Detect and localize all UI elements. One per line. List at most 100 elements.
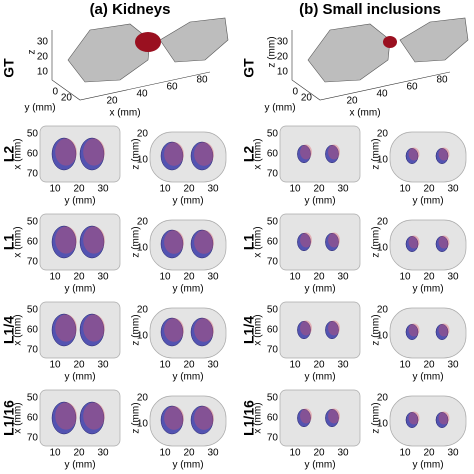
tick-label: 10: [399, 360, 411, 371]
tick-label: 10: [289, 184, 301, 195]
tick-label: 10: [159, 272, 171, 283]
tick-label: 70: [267, 169, 279, 180]
axis-label: x (mm): [13, 226, 24, 257]
reconstruction-blob: [79, 313, 105, 347]
tick-label: 30: [447, 272, 459, 283]
reconstruction-blob: [325, 144, 339, 164]
tick-label: 10: [137, 419, 149, 430]
tick-label: 10: [159, 360, 171, 371]
tick-label: 50: [27, 129, 39, 140]
axis-label: y (mm): [64, 460, 95, 471]
tick-label: 70: [27, 345, 39, 356]
x-label: x (mm): [109, 108, 140, 119]
tick-label: 10: [289, 272, 301, 283]
reconstruction-blob: [405, 412, 419, 428]
tick-label: 30: [337, 184, 349, 195]
tick-label: 10: [289, 360, 301, 371]
tick-label: 60: [267, 237, 279, 248]
axis-label: y (mm): [64, 372, 95, 383]
z-tick-label: 20: [277, 52, 289, 63]
row-label: GT: [241, 58, 257, 78]
tick-label: 10: [377, 419, 389, 430]
axis-label: z (mm): [131, 402, 142, 433]
axis-label: x (mm): [253, 138, 264, 169]
x-tick-label: 80: [436, 75, 448, 86]
reconstruction-blob: [405, 236, 419, 252]
reconstruction-blob: [297, 144, 311, 164]
reconstruction-blob: [79, 401, 105, 435]
reconstruction-blob: [160, 317, 184, 347]
tick-label: 50: [27, 217, 39, 228]
tick-label: 30: [207, 360, 219, 371]
body-volume: [279, 213, 361, 271]
tick-label: 30: [97, 184, 109, 195]
tick-label: 10: [399, 184, 411, 195]
tick-label: 20: [377, 217, 389, 228]
reconstruction-blob: [325, 408, 339, 428]
reconstruction-blob: [435, 148, 449, 164]
x-tick-label: 20: [346, 96, 358, 107]
ground-truth-blob: [328, 408, 340, 424]
tick-label: 10: [377, 243, 389, 254]
tick-label: 50: [27, 393, 39, 404]
gt-inclusion: [135, 32, 161, 52]
axis-label: z (mm): [131, 138, 142, 169]
x-tick-label: 60: [166, 82, 178, 93]
tick-label: 20: [137, 305, 149, 316]
reconstruction-blob: [405, 148, 419, 164]
ground-truth-blob: [164, 406, 184, 430]
axis-label: y (mm): [304, 460, 335, 471]
tick-label: 20: [137, 129, 149, 140]
tick-label: 20: [423, 448, 435, 459]
y-label: y (mm): [24, 103, 55, 114]
reconstruction-blob: [297, 408, 311, 428]
tick-label: 20: [137, 217, 149, 228]
ground-truth-blob: [55, 402, 77, 430]
reconstruction-blob: [435, 236, 449, 252]
tick-label: 20: [313, 184, 325, 195]
reconstruction-blob: [190, 141, 214, 171]
tick-label: 60: [27, 149, 39, 160]
tick-label: 70: [267, 257, 279, 268]
z-label: z: [27, 50, 38, 55]
tick-label: 10: [137, 331, 149, 342]
ground-truth-blob: [300, 144, 312, 160]
axis-label: y (mm): [172, 284, 203, 295]
tick-label: 10: [49, 184, 61, 195]
tick-label: 10: [159, 448, 171, 459]
tick-label: 30: [337, 272, 349, 283]
ground-truth-blob: [408, 147, 420, 161]
ground-truth-blob: [300, 232, 312, 248]
tick-label: 30: [97, 448, 109, 459]
reconstruction-blob: [79, 225, 105, 259]
tick-label: 30: [97, 360, 109, 371]
body-volume: [389, 131, 467, 183]
ground-truth-blob: [164, 142, 184, 166]
ground-truth-blob: [408, 323, 420, 337]
axis-label: y (mm): [172, 372, 203, 383]
axis-label: z (mm): [371, 226, 382, 257]
z-label: z (mm): [267, 36, 278, 67]
tick-label: 10: [159, 184, 171, 195]
axis-label: x (mm): [253, 226, 264, 257]
ground-truth-blob: [164, 318, 184, 342]
tick-label: 20: [313, 272, 325, 283]
tick-label: 20: [73, 272, 85, 283]
ground-truth-blob: [438, 235, 450, 249]
tick-label: 20: [423, 360, 435, 371]
z-tick-label: 20: [37, 52, 49, 63]
tick-label: 10: [49, 360, 61, 371]
body-volume: [389, 395, 467, 447]
axis-label: x (mm): [253, 402, 264, 433]
ground-truth-blob: [300, 408, 312, 424]
tick-label: 30: [207, 184, 219, 195]
ground-truth-blob: [83, 138, 105, 166]
tick-label: 20: [73, 360, 85, 371]
x-tick-label: 40: [376, 89, 388, 100]
reconstruction-blob: [190, 317, 214, 347]
gt-mesh: [307, 23, 391, 83]
axis-label: z (mm): [371, 314, 382, 345]
gt-mesh: [67, 23, 151, 83]
axis-label: x (mm): [13, 314, 24, 345]
